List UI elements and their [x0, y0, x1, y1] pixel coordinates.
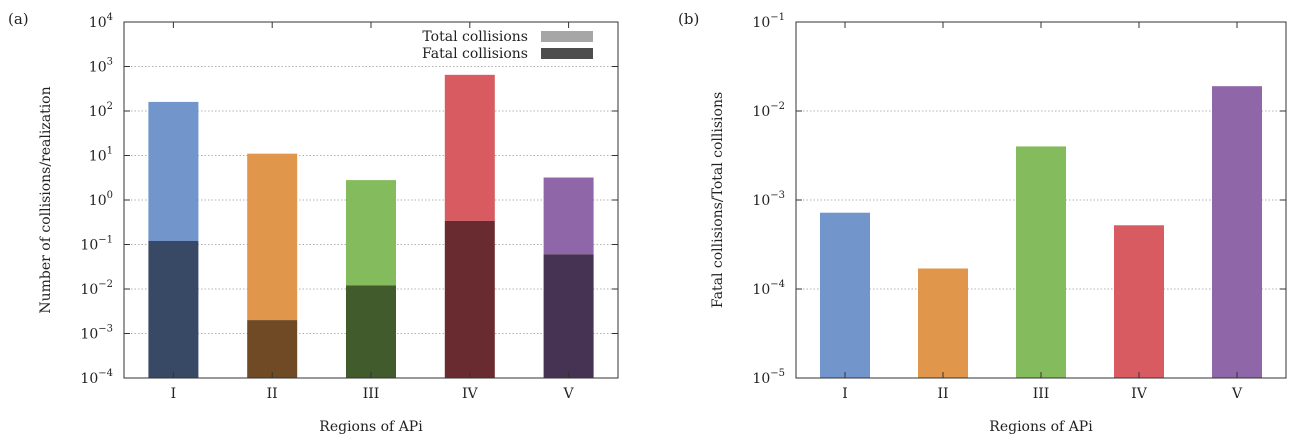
bar-ratio-III — [1016, 146, 1066, 378]
x-tick-label: I — [842, 386, 848, 402]
y-tick-label: 100 — [89, 190, 113, 209]
x-tick-label: IV — [462, 386, 479, 402]
legend-swatch-fatal — [541, 48, 593, 59]
panel-b-label: (b) — [678, 10, 699, 28]
bar-fatal-IV — [444, 220, 495, 378]
panel-a-y-axis-label: Number of collisions/realization — [38, 86, 54, 313]
bar-fatal-I — [148, 240, 199, 378]
y-tick-label: 103 — [89, 57, 113, 76]
x-tick-label: V — [1231, 386, 1243, 402]
panel-a-label: (a) — [8, 10, 29, 28]
legend-swatch-total — [541, 31, 593, 42]
bar-ratio-IV — [1114, 225, 1164, 378]
bar-total-I — [148, 101, 199, 241]
legend-label-total: Total collisions — [422, 29, 528, 45]
panel-b-x-ticks: I II III IV V — [842, 22, 1243, 402]
panel-b-x-axis-label: Regions of APi — [989, 419, 1093, 435]
chart-panel-b: (b) 10−110−210−310−410−5 I II III IV V Fatal… — [678, 10, 1287, 435]
y-tick-label: 10−1 — [80, 235, 113, 254]
bar-ratio-V — [1212, 86, 1262, 379]
x-tick-label: V — [563, 386, 575, 402]
bar-fatal-III — [346, 285, 396, 378]
y-tick-label: 10−3 — [752, 190, 785, 209]
panel-a-y-ticks: 104 103 102 101 100 10−1 10−2 10−3 10−4 — [80, 12, 618, 387]
y-tick-label: 102 — [89, 101, 113, 120]
y-tick-label: 104 — [89, 12, 113, 31]
y-tick-label: 10−5 — [752, 368, 785, 387]
panel-a-legend: Total collisions Fatal collisions — [422, 29, 593, 62]
x-tick-label: II — [937, 386, 948, 402]
panel-b-y-ticks: 10−1 10−2 10−3 10−4 10−5 — [752, 12, 1286, 387]
legend-label-fatal: Fatal collisions — [422, 46, 528, 62]
x-tick-label: II — [267, 386, 278, 402]
y-tick-label: 10−3 — [80, 324, 113, 343]
panel-a-bars — [148, 74, 594, 378]
bar-total-II — [247, 153, 298, 321]
bar-fatal-V — [543, 254, 594, 378]
y-tick-label: 10−1 — [752, 12, 785, 31]
y-tick-label: 10−4 — [752, 279, 785, 298]
y-tick-label: 101 — [89, 146, 113, 165]
bar-fatal-II — [247, 320, 298, 378]
panel-b-bars — [820, 86, 1262, 379]
y-tick-label: 10−4 — [80, 368, 113, 387]
bar-total-III — [346, 180, 396, 286]
panel-b-y-axis-label: Fatal collisions/Total collisions — [710, 92, 726, 308]
x-tick-label: IV — [1131, 386, 1148, 402]
panel-a-x-ticks: I II III IV V — [171, 22, 575, 402]
bar-total-V — [543, 177, 594, 255]
panel-a-x-axis-label: Regions of APi — [319, 419, 423, 435]
x-tick-label: III — [1033, 386, 1050, 402]
y-tick-label: 10−2 — [80, 279, 113, 298]
bar-total-IV — [444, 74, 495, 221]
x-tick-label: III — [363, 386, 380, 402]
y-tick-label: 10−2 — [752, 101, 785, 120]
x-tick-label: I — [171, 386, 177, 402]
bar-ratio-II — [918, 268, 968, 378]
bar-ratio-I — [820, 212, 870, 378]
